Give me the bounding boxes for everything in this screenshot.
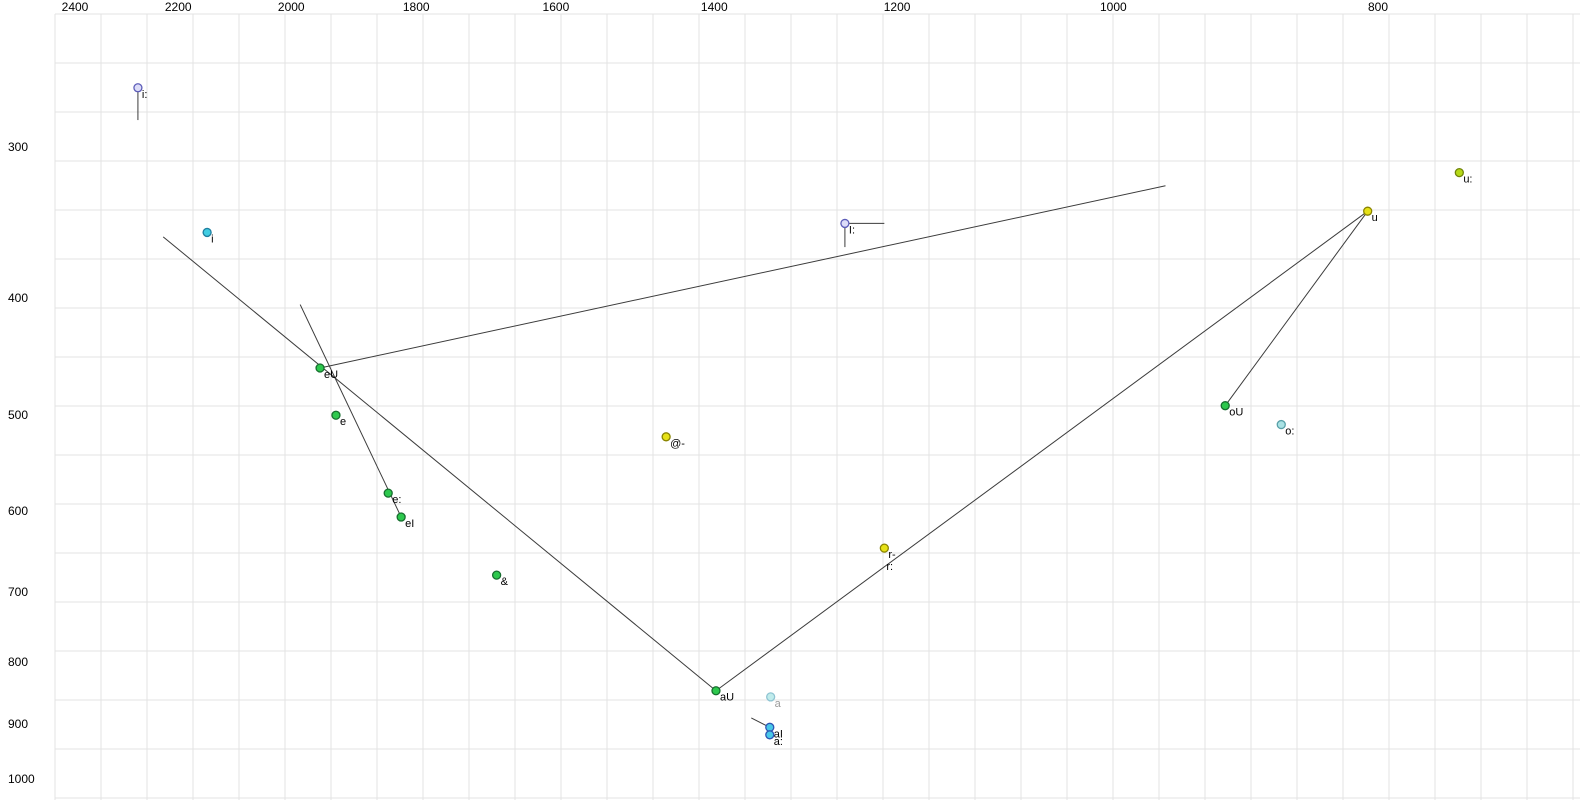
vowel-marker[interactable]	[383, 488, 393, 498]
vowel-marker[interactable]	[766, 692, 776, 702]
vowel-points: i: i I: u: u eU e @- oU o: e: eI r-r: & aU a aIa:	[133, 83, 1473, 748]
vowel-marker[interactable]	[765, 730, 775, 740]
vowel-point-label: r-	[888, 549, 896, 561]
vowel-point-label: a	[775, 698, 782, 710]
vowel-point-label: @-	[670, 438, 685, 450]
x-tick-label: 1000	[1100, 0, 1127, 14]
vowel-point-i[interactable]: i	[202, 227, 214, 245]
vowel-point-i:[interactable]: i:	[133, 83, 148, 101]
segment-eU-trajectory	[319, 185, 1166, 369]
x-tick-label: 1200	[884, 0, 911, 14]
y-tick-label: 500	[8, 408, 28, 422]
gridlines	[54, 13, 1580, 800]
x-tick-label: 1400	[701, 0, 728, 14]
x-tick-label: 2000	[278, 0, 305, 14]
vowel-point-label: oU	[1229, 407, 1243, 419]
x-tick-label: 1600	[543, 0, 570, 14]
vowel-point-eI[interactable]: eI	[396, 512, 414, 530]
trajectory-lines	[137, 91, 1369, 728]
vowel-point-label: I:	[849, 224, 855, 236]
vowel-point-label: o:	[1285, 426, 1294, 438]
vowel-marker[interactable]	[331, 410, 341, 420]
vowel-point-r-[interactable]: r-	[879, 543, 896, 561]
vowel-marker[interactable]	[133, 83, 143, 93]
vowel-point-eU[interactable]: eU	[315, 363, 338, 381]
vowel-point-e:[interactable]: e:	[383, 488, 401, 506]
vowel-marker[interactable]	[765, 722, 775, 732]
vowel-marker[interactable]	[1363, 206, 1373, 216]
vowel-point-r:[interactable]: r:	[886, 561, 893, 573]
vowel-point-I:[interactable]: I:	[840, 218, 855, 236]
vowel-marker[interactable]	[840, 218, 850, 229]
vowel-marker[interactable]	[879, 543, 889, 553]
vowel-marker[interactable]	[661, 432, 671, 442]
y-tick-label: 600	[8, 504, 28, 518]
vowel-marker[interactable]	[1220, 401, 1230, 411]
x-tick-label: 2400	[62, 0, 89, 14]
vowel-point-u:[interactable]: u:	[1454, 167, 1473, 186]
vowel-point-label: &	[501, 576, 509, 588]
vowel-point-label: r:	[886, 561, 893, 573]
x-axis-ticks: 2400 2200 2000 1800 1600 1400 1200 1000 800	[62, 0, 1389, 14]
vowel-point-&[interactable]: &	[491, 570, 509, 588]
vowel-point-label: eI	[405, 518, 414, 530]
vowel-point-label: a:	[774, 736, 783, 748]
y-tick-label: 400	[8, 291, 28, 305]
x-tick-label: 1800	[403, 0, 430, 14]
x-tick-label: 800	[1368, 0, 1388, 14]
vowel-marker[interactable]	[491, 570, 502, 580]
vowel-point-@-[interactable]: @-	[661, 432, 685, 450]
segment-u-aU-diagonal	[715, 210, 1368, 692]
y-tick-label: 1000	[8, 772, 35, 786]
vowel-marker[interactable]	[396, 512, 406, 522]
vowel-point-label: i	[211, 233, 213, 245]
y-axis-ticks: 300 400 500 600 700 800 900 1000	[8, 140, 35, 786]
vowel-point-o:[interactable]: o:	[1276, 419, 1294, 438]
vowel-point-u[interactable]: u	[1363, 206, 1378, 224]
y-tick-label: 300	[8, 140, 28, 154]
vowel-point-oU[interactable]: oU	[1220, 401, 1243, 419]
y-tick-label: 800	[8, 655, 28, 669]
vowel-point-label: aU	[720, 692, 734, 704]
vowel-marker[interactable]	[711, 686, 721, 696]
vowel-marker[interactable]	[315, 363, 325, 373]
vowel-point-label: aI	[774, 728, 783, 740]
vowel-point-label: u:	[1463, 174, 1472, 186]
vowel-marker[interactable]	[1454, 167, 1464, 178]
vowel-marker[interactable]	[1276, 419, 1286, 430]
vowel-point-a:[interactable]: a:	[765, 730, 783, 748]
segment-eI-trajectory	[299, 304, 402, 518]
segment-u-oU-trajectory	[1224, 210, 1369, 406]
vowel-point-label: e:	[392, 494, 401, 506]
vowel-point-label: eU	[324, 369, 338, 381]
vowel-point-label: i:	[142, 89, 148, 101]
vowel-point-aU[interactable]: aU	[711, 686, 734, 704]
vowel-point-label: e	[340, 416, 346, 428]
vowel-marker[interactable]	[202, 227, 212, 238]
vowel-point-label: u	[1372, 212, 1378, 224]
x-tick-label: 2200	[165, 0, 192, 14]
vowel-point-a[interactable]: a	[766, 692, 782, 710]
vowel-point-e[interactable]: e	[331, 410, 346, 428]
y-tick-label: 900	[8, 717, 28, 731]
segment-front-diagonal	[162, 236, 717, 692]
y-tick-label: 700	[8, 585, 28, 599]
